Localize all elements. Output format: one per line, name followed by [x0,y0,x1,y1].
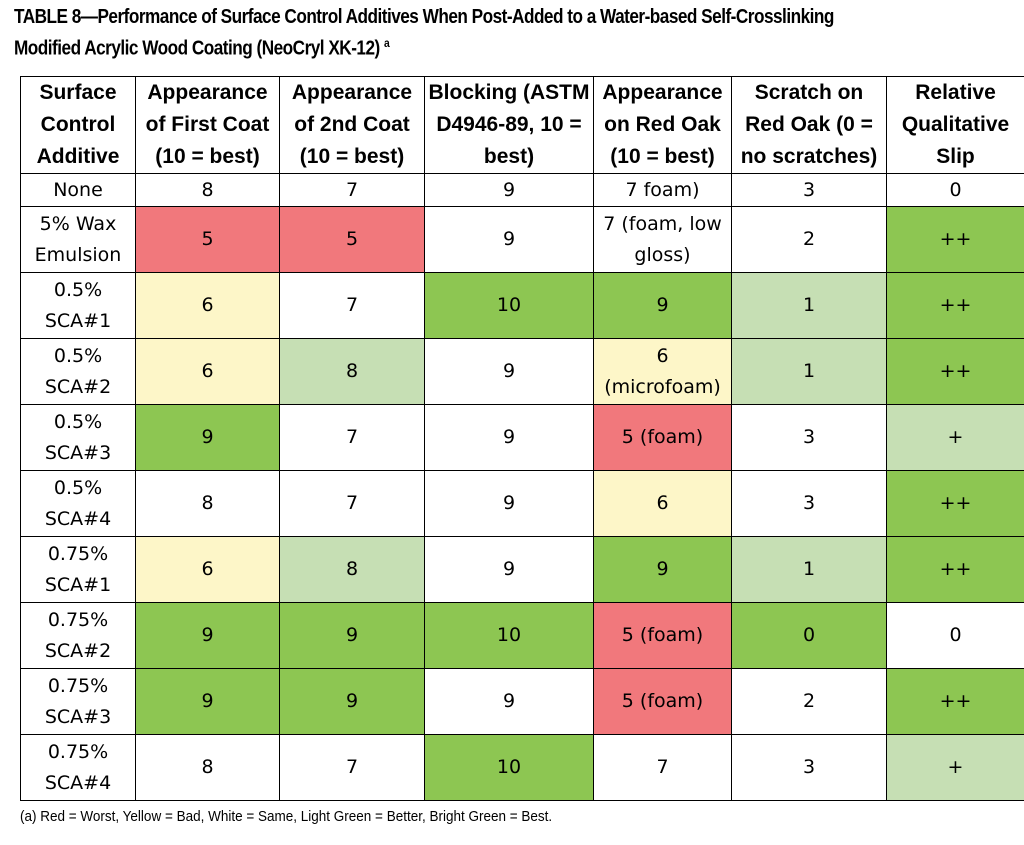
performance-table: Surface Control Additive Appearance of F… [20,76,1024,801]
additive-cell: 0.75% SCA#2 [20,602,136,669]
header-appearance-2nd-coat: Appearance of 2nd Coat (10 = best) [279,76,425,174]
value-cell: 9 [424,668,594,735]
value-cell: 10 [424,602,594,669]
value-cell: 6 [135,536,280,603]
table-row: 0.75% SCA#2 9 9 10 5 (foam) 0 0 [20,602,1024,669]
table-row: 0.5% SCA#3 9 7 9 5 (foam) 3 + [20,404,1024,471]
header-row: Surface Control Additive Appearance of F… [20,76,1024,174]
additive-cell: 0.5% SCA#4 [20,470,136,537]
value-cell: 8 [279,536,425,603]
value-cell: ++ [886,206,1024,273]
value-cell: 5 (foam) [593,602,732,669]
value-cell: 10 [424,272,594,339]
header-scratch-red-oak: Scratch on Red Oak (0 = no scratches) [731,76,887,174]
table-row: 0.75% SCA#1 6 8 9 9 1 ++ [20,536,1024,603]
value-cell: 5 (foam) [593,404,732,471]
value-cell: 5 [135,206,280,273]
value-cell: 7 [279,734,425,801]
value-cell: 6 [135,338,280,405]
value-cell: 8 [135,734,280,801]
value-cell: 9 [593,272,732,339]
value-cell: ++ [886,470,1024,537]
additive-cell: 0.5% SCA#2 [20,338,136,405]
value-cell: 9 [279,668,425,735]
value-cell: 3 [731,734,887,801]
value-cell: 9 [593,536,732,603]
value-cell: 6 (microfoam) [593,338,732,405]
value-cell: 7 [279,404,425,471]
value-cell: 2 [731,206,887,273]
value-cell: 7 [279,173,425,207]
table-row: 0.75% SCA#3 9 9 9 5 (foam) 2 ++ [20,668,1024,735]
value-cell: 9 [424,470,594,537]
value-cell: 5 (foam) [593,668,732,735]
value-cell: ++ [886,536,1024,603]
value-cell: 10 [424,734,594,801]
value-cell: 3 [731,470,887,537]
table-title-footnote-mark: a [384,36,390,50]
table-row: 0.5% SCA#4 8 7 9 6 3 ++ [20,470,1024,537]
value-cell: 9 [424,404,594,471]
value-cell: 1 [731,338,887,405]
value-cell: 9 [424,206,594,273]
value-cell: 7 [279,470,425,537]
additive-cell: 5% Wax Emulsion [20,206,136,273]
value-cell: 9 [424,338,594,405]
additive-cell: 0.75% SCA#1 [20,536,136,603]
table-title-text: TABLE 8—Performance of Surface Control A… [14,6,834,60]
value-cell: 7 foam) [593,173,732,207]
value-cell: 7 [593,734,732,801]
value-cell: ++ [886,338,1024,405]
value-cell: 3 [731,404,887,471]
table-title: TABLE 8—Performance of Surface Control A… [14,4,874,62]
value-cell: 7 (foam, low gloss) [593,206,732,273]
value-cell: 1 [731,272,887,339]
value-cell: 0 [886,602,1024,669]
additive-cell: 0.75% SCA#4 [20,734,136,801]
value-cell: 6 [135,272,280,339]
additive-cell: 0.5% SCA#1 [20,272,136,339]
value-cell: + [886,734,1024,801]
value-cell: 8 [279,338,425,405]
header-blocking: Blocking (ASTM D4946-89, 10 = best) [424,76,594,174]
table-row: 0.75% SCA#4 8 7 10 7 3 + [20,734,1024,801]
value-cell: ++ [886,668,1024,735]
table-row: 5% Wax Emulsion 5 5 9 7 (foam, low gloss… [20,206,1024,273]
value-cell: 0 [731,602,887,669]
header-relative-slip: Relative Qualitative Slip [886,76,1024,174]
header-appearance-red-oak: Appearance on Red Oak (10 = best) [593,76,732,174]
value-cell: 1 [731,536,887,603]
table-footnote: (a) Red = Worst, Yellow = Bad, White = S… [20,808,553,825]
value-cell: 8 [135,470,280,537]
value-cell: ++ [886,272,1024,339]
additive-cell: None [20,173,136,207]
header-appearance-first-coat: Appearance of First Coat (10 = best) [135,76,280,174]
value-cell: 2 [731,668,887,735]
value-cell: 3 [731,173,887,207]
value-cell: 0 [886,173,1024,207]
value-cell: 7 [279,272,425,339]
value-cell: 5 [279,206,425,273]
additive-cell: 0.75% SCA#3 [20,668,136,735]
value-cell: 9 [424,173,594,207]
header-surface-control-additive: Surface Control Additive [20,76,136,174]
value-cell: 8 [135,173,280,207]
value-cell: + [886,404,1024,471]
value-cell: 9 [279,602,425,669]
value-cell: 9 [135,668,280,735]
value-cell: 6 [593,470,732,537]
value-cell: 9 [135,404,280,471]
table-row: None 8 7 9 7 foam) 3 0 [20,173,1024,207]
additive-cell: 0.5% SCA#3 [20,404,136,471]
value-cell: 9 [135,602,280,669]
table-row: 0.5% SCA#1 6 7 10 9 1 ++ [20,272,1024,339]
value-cell: 9 [424,536,594,603]
table-row: 0.5% SCA#2 6 8 9 6 (microfoam) 1 ++ [20,338,1024,405]
